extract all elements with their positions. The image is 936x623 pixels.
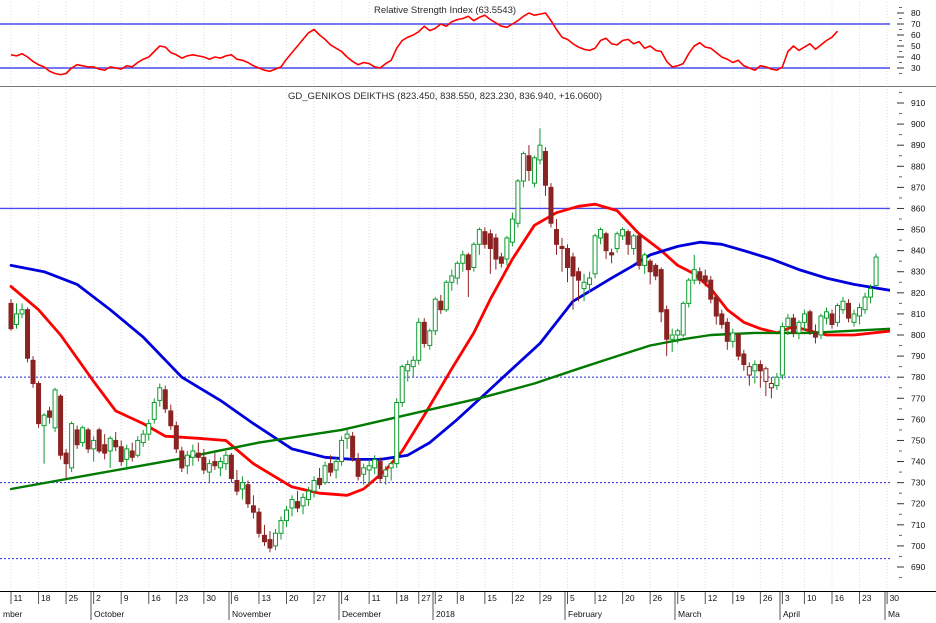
svg-text:8: 8 <box>460 593 465 603</box>
svg-text:5: 5 <box>680 593 685 603</box>
svg-text:30: 30 <box>206 593 216 603</box>
svg-text:11: 11 <box>372 593 381 603</box>
svg-text:770: 770 <box>911 393 925 403</box>
x-axis-labels: 11 18 25 2 9 16 23 30 6 13 20 27 4 11 18 27 2 8 15 22 29 5 12 2… <box>3 592 900 620</box>
svg-text:19: 19 <box>735 593 745 603</box>
svg-text:2: 2 <box>438 593 443 603</box>
svg-text:820: 820 <box>911 288 925 298</box>
svg-text:700: 700 <box>911 541 925 551</box>
svg-text:870: 870 <box>911 182 925 192</box>
svg-text:13: 13 <box>261 593 271 603</box>
svg-text:6: 6 <box>234 593 239 603</box>
svg-text:18: 18 <box>41 593 51 603</box>
svg-text:27: 27 <box>317 593 327 603</box>
weekly-gridlines <box>10 2 888 590</box>
svg-text:December: December <box>342 609 381 619</box>
ma-line-MA-medium <box>9 240 890 461</box>
svg-text:60: 60 <box>911 30 921 40</box>
ma-line-MA-fast <box>9 202 890 497</box>
svg-text:80: 80 <box>911 8 921 18</box>
svg-text:910: 910 <box>911 98 925 108</box>
svg-text:830: 830 <box>911 267 925 277</box>
svg-text:690: 690 <box>911 562 925 572</box>
svg-text:40: 40 <box>911 52 921 62</box>
svg-text:20: 20 <box>625 593 635 603</box>
svg-text:860: 860 <box>911 203 925 213</box>
svg-text:720: 720 <box>911 499 925 509</box>
svg-text:22: 22 <box>515 593 525 603</box>
svg-text:4: 4 <box>344 593 349 603</box>
svg-text:730: 730 <box>911 478 925 488</box>
svg-text:February: February <box>568 609 603 619</box>
svg-text:850: 850 <box>911 225 925 235</box>
svg-text:900: 900 <box>911 119 925 129</box>
svg-text:20: 20 <box>289 593 299 603</box>
svg-text:5: 5 <box>570 593 575 603</box>
svg-text:27: 27 <box>421 593 431 603</box>
svg-text:30: 30 <box>911 63 921 73</box>
svg-text:16: 16 <box>834 593 844 603</box>
svg-text:9: 9 <box>124 593 129 603</box>
svg-text:March: March <box>678 609 702 619</box>
svg-text:April: April <box>783 609 800 619</box>
svg-text:800: 800 <box>911 330 925 340</box>
svg-text:840: 840 <box>911 246 925 256</box>
svg-text:29: 29 <box>542 593 552 603</box>
svg-text:780: 780 <box>911 372 925 382</box>
svg-text:16: 16 <box>151 593 161 603</box>
svg-text:23: 23 <box>179 593 189 603</box>
svg-text:15: 15 <box>487 593 497 603</box>
svg-text:50: 50 <box>911 41 921 51</box>
svg-text:18: 18 <box>399 593 409 603</box>
svg-text:26: 26 <box>763 593 773 603</box>
svg-text:2018: 2018 <box>436 609 455 619</box>
rsi-line <box>10 12 839 76</box>
svg-text:11: 11 <box>14 593 23 603</box>
svg-text:10: 10 <box>807 593 817 603</box>
svg-text:12: 12 <box>598 593 608 603</box>
svg-text:710: 710 <box>911 520 925 530</box>
candles <box>8 128 879 553</box>
svg-text:26: 26 <box>653 593 663 603</box>
svg-text:25: 25 <box>69 593 79 603</box>
svg-text:November: November <box>232 609 271 619</box>
svg-text:810: 810 <box>911 309 925 319</box>
svg-text:880: 880 <box>911 161 925 171</box>
svg-text:October: October <box>94 609 124 619</box>
svg-text:12: 12 <box>708 593 718 603</box>
svg-text:890: 890 <box>911 140 925 150</box>
svg-text:3: 3 <box>785 593 790 603</box>
svg-text:760: 760 <box>911 414 925 424</box>
svg-text:23: 23 <box>862 593 872 603</box>
svg-text:70: 70 <box>911 19 921 29</box>
svg-text:mber: mber <box>3 609 23 619</box>
svg-text:30: 30 <box>890 593 900 603</box>
svg-text:790: 790 <box>911 351 925 361</box>
svg-text:Ma: Ma <box>888 609 900 619</box>
svg-text:740: 740 <box>911 457 925 467</box>
threshold-lines <box>0 23 890 560</box>
svg-text:2: 2 <box>96 593 101 603</box>
svg-text:750: 750 <box>911 435 925 445</box>
